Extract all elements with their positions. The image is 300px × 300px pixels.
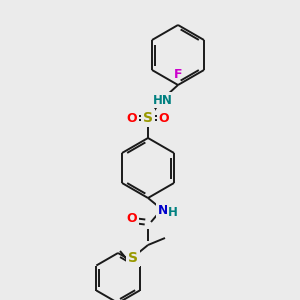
Text: F: F xyxy=(174,68,182,82)
Text: S: S xyxy=(128,251,138,265)
Text: O: O xyxy=(127,212,137,224)
Text: N: N xyxy=(158,203,168,217)
Text: O: O xyxy=(159,112,169,124)
Text: O: O xyxy=(127,112,137,124)
Text: S: S xyxy=(143,111,153,125)
Text: H: H xyxy=(168,206,178,218)
Text: HN: HN xyxy=(153,94,173,106)
